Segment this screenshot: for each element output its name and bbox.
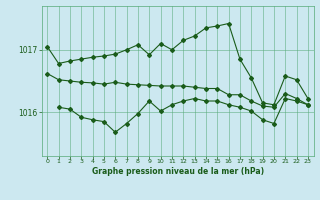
X-axis label: Graphe pression niveau de la mer (hPa): Graphe pression niveau de la mer (hPa) bbox=[92, 167, 264, 176]
